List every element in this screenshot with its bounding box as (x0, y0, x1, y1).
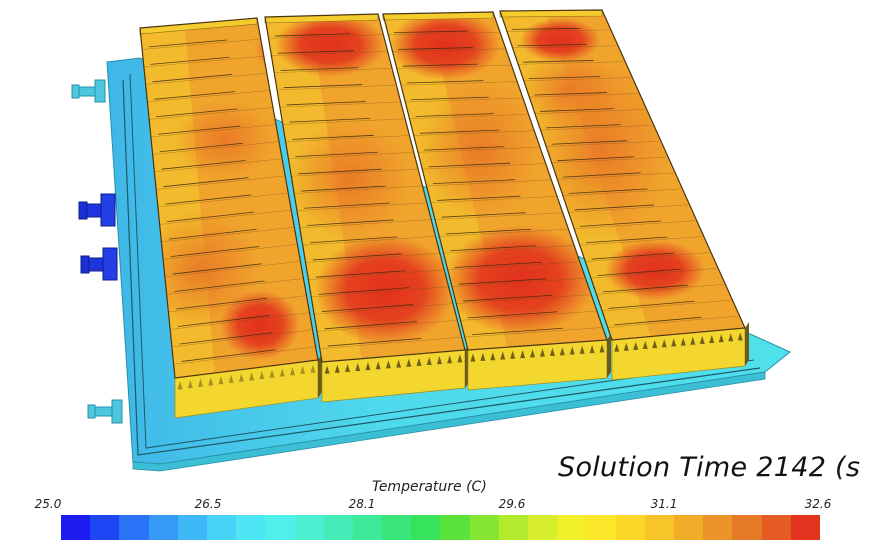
legend-tick-label: 32.6 (804, 497, 832, 511)
outlet-pipe-top (71, 79, 106, 103)
colorbar-swatch (498, 515, 528, 540)
colorbar-swatch (119, 515, 149, 540)
colorbar-swatch (528, 515, 558, 540)
colorbar-swatch (644, 515, 674, 540)
colorbar-swatch (557, 515, 587, 540)
inlet-pipe-upper (78, 193, 116, 227)
outlet-pipe-bottom (87, 399, 123, 424)
colorbar-swatch (265, 515, 295, 540)
inlet-pipe-lower (80, 247, 118, 281)
battery-module (382, 11, 611, 391)
colorbar-swatch (294, 515, 324, 540)
colorbar-swatch (382, 515, 412, 540)
legend-tick-label: 26.5 (194, 497, 222, 511)
colorbar-swatch (236, 515, 266, 540)
colorbar-swatch (440, 515, 470, 540)
colorbar-swatch (148, 515, 178, 540)
colorbar-swatch (586, 515, 616, 540)
colorbar-swatch (177, 515, 207, 540)
legend-tick-label: 31.1 (650, 497, 678, 511)
colorbar-swatch (703, 515, 733, 540)
colorbar-swatch (673, 515, 704, 540)
legend-tick-label: 25.0 (34, 497, 62, 511)
colorbar-swatch (469, 515, 499, 540)
coolant-pipes (71, 79, 123, 424)
legend-title: Temperature (C) (372, 479, 487, 495)
colorbar-swatch (411, 515, 441, 540)
solution-time-label: Solution Time 2142 (s (558, 452, 861, 483)
colorbar-swatch (732, 515, 762, 540)
battery-module (264, 13, 469, 403)
battery-modules (139, 9, 749, 419)
colorbar-swatch (761, 515, 791, 540)
colorbar-swatch (61, 515, 91, 540)
colorbar-swatch (323, 515, 353, 540)
colorbar-swatch (352, 515, 383, 540)
temperature-colorbar (61, 515, 820, 540)
colorbar-swatch (615, 515, 645, 540)
legend-tick-label: 28.1 (348, 497, 376, 511)
colorbar-swatch (790, 515, 820, 540)
battery-module (499, 9, 749, 381)
legend-tick-label: 29.6 (498, 497, 526, 511)
colorbar-swatch (206, 515, 237, 540)
colorbar-swatch (90, 515, 120, 540)
